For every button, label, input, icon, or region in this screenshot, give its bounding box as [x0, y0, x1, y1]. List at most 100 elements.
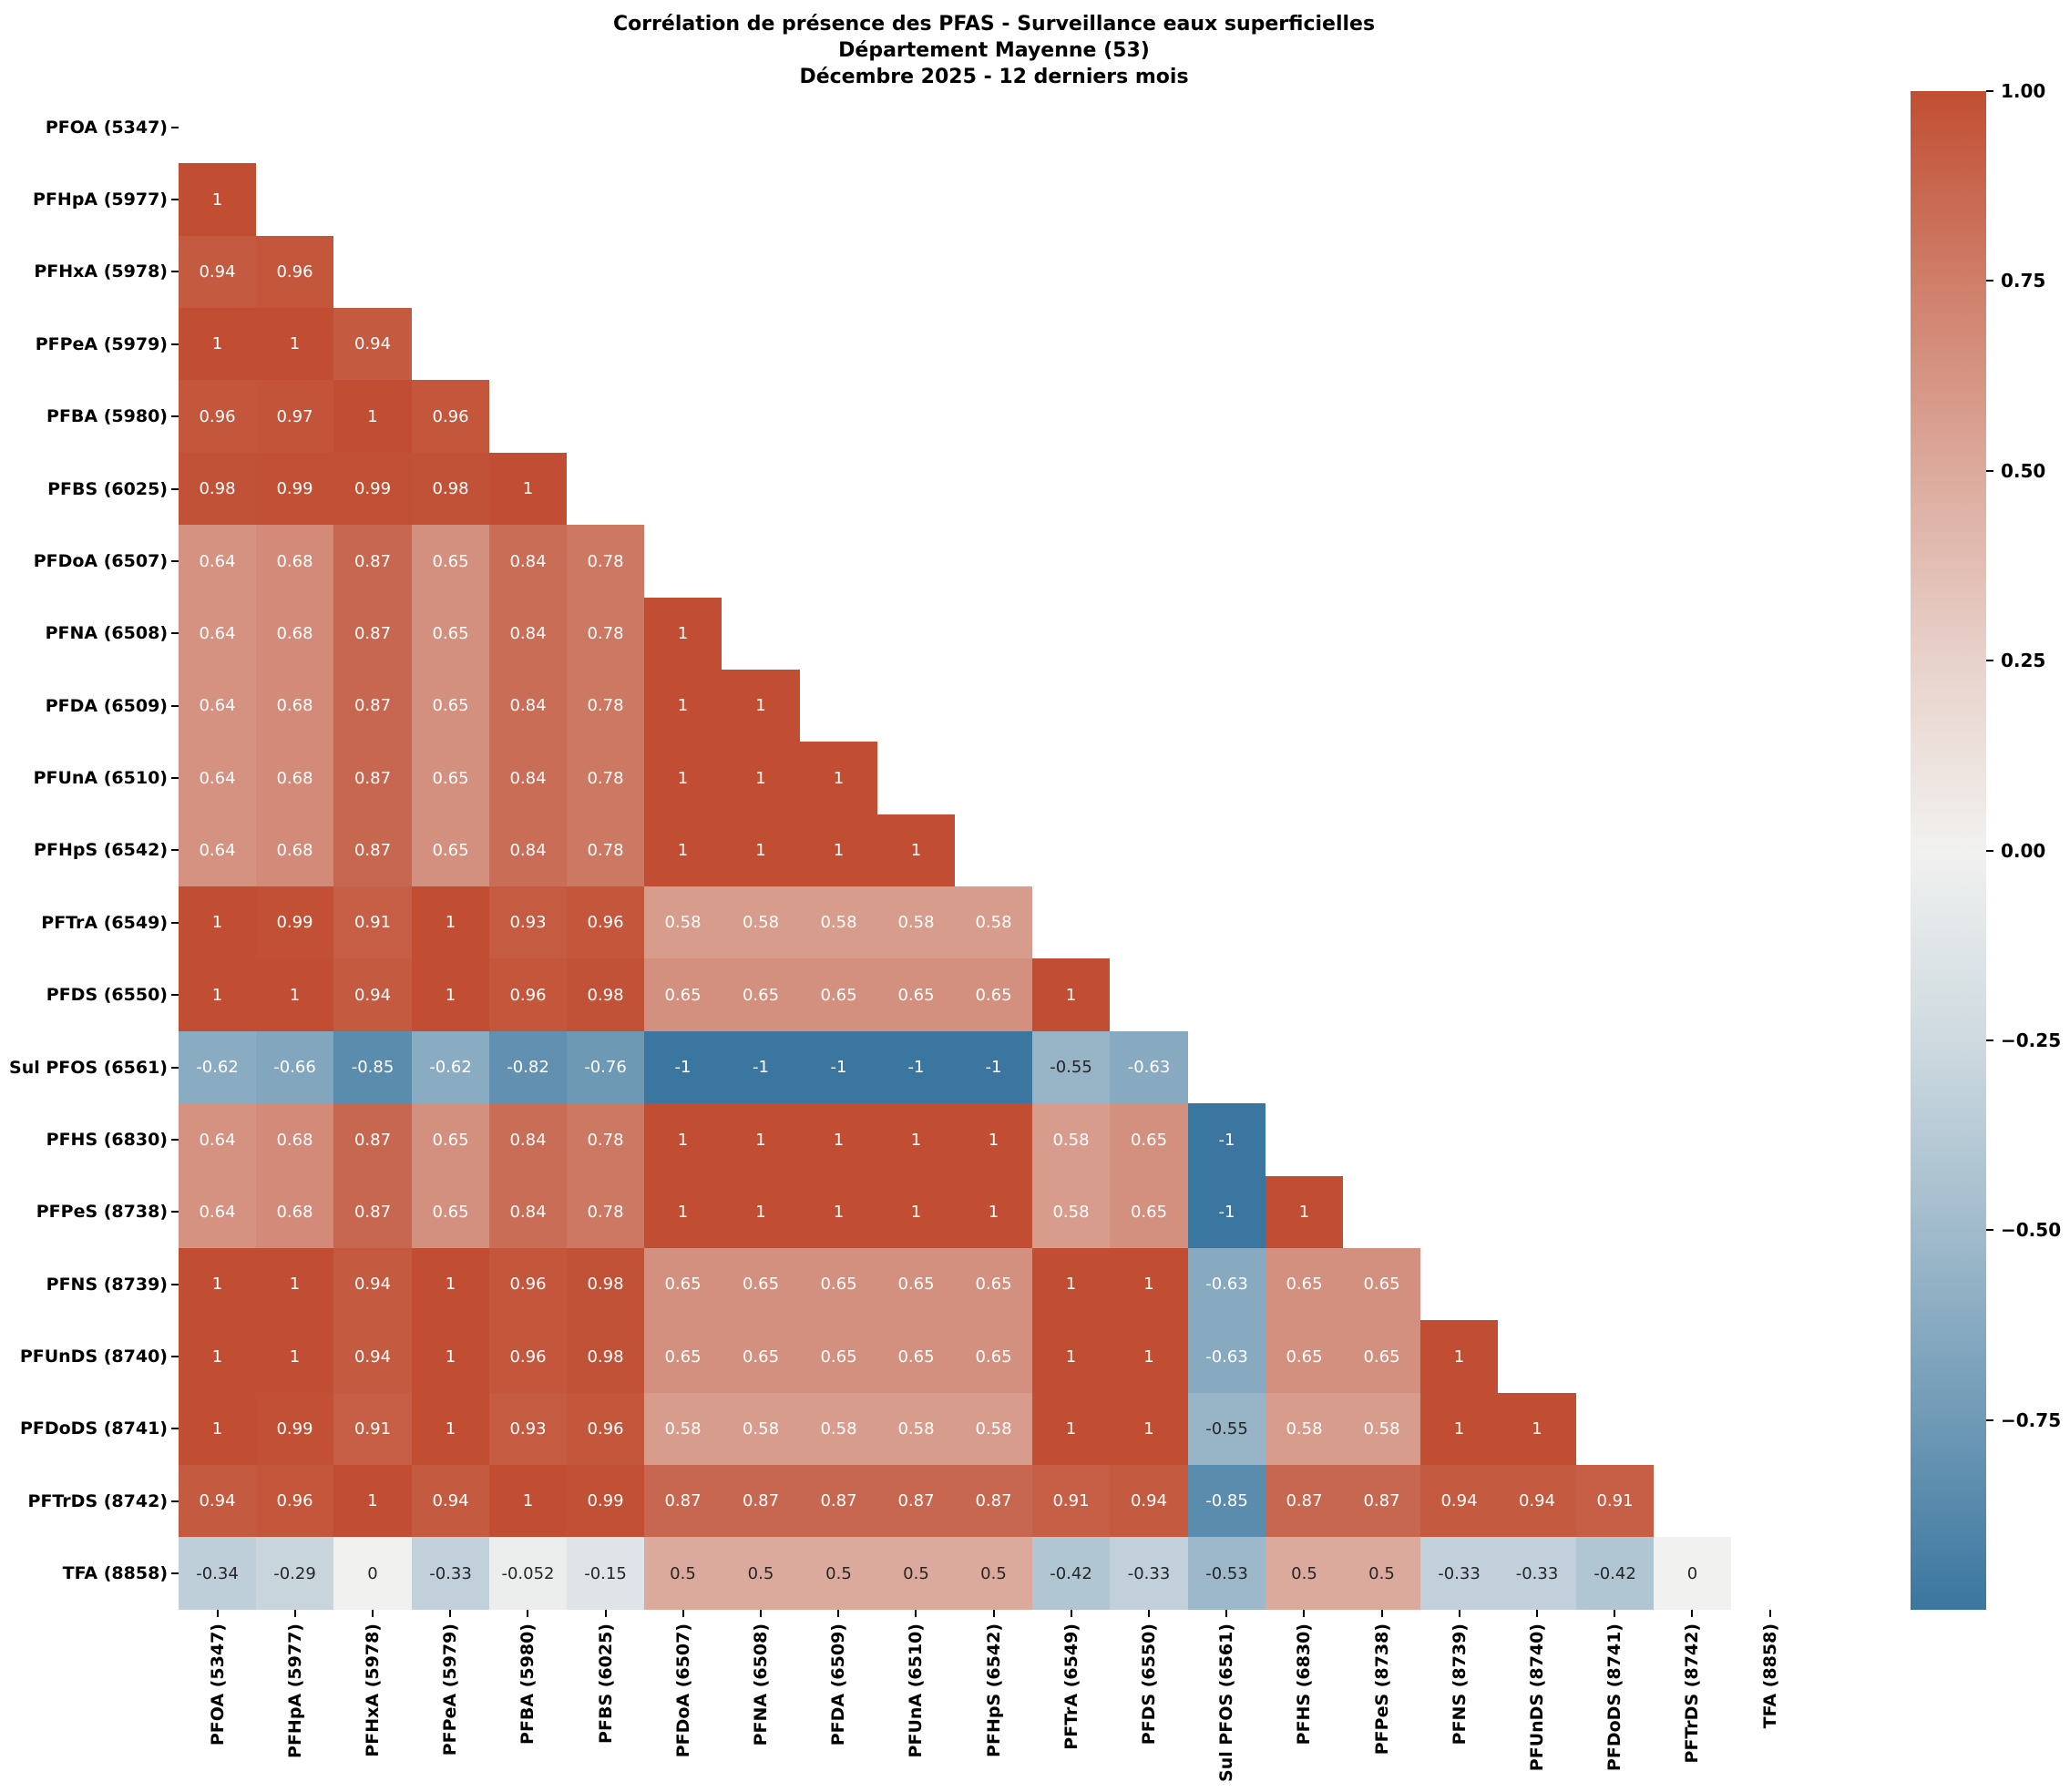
x-axis-tick: [449, 1610, 451, 1617]
heatmap-cell: -0.63: [1110, 1031, 1188, 1103]
heatmap-cell: 0.58: [955, 886, 1032, 958]
heatmap-cell: 0.65: [877, 1320, 955, 1393]
heatmap-cell: 0.65: [1266, 1248, 1343, 1320]
heatmap-cell: 1: [722, 670, 800, 742]
heatmap-cell: 0.65: [412, 1176, 489, 1248]
heatmap-cell: 0.87: [333, 525, 412, 598]
heatmap-cell: 1: [1032, 1248, 1110, 1320]
heatmap-cell: 0.65: [722, 1320, 800, 1393]
heatmap-cell: 0.94: [1110, 1465, 1188, 1537]
colorbar-tick-label: −0.50: [2001, 1219, 2062, 1241]
y-axis-label: PFUnA (6510): [33, 768, 168, 788]
chart-title-line1: Corrélation de présence des PFAS - Surve…: [612, 13, 1376, 36]
y-axis-tick: [171, 1211, 179, 1213]
x-axis-label: PFDoA (6507): [673, 1623, 693, 1758]
heatmap-cell: 1: [877, 1176, 955, 1248]
heatmap-cell: -1: [800, 1031, 877, 1103]
heatmap-cell: 1: [877, 814, 955, 886]
heatmap-cell: 0.84: [489, 1103, 567, 1176]
colorbar-tick-label: 1.00: [2001, 80, 2046, 102]
heatmap-cell: 0.65: [412, 1103, 489, 1176]
heatmap-cell: -0.33: [1498, 1537, 1576, 1610]
y-axis-tick: [171, 1139, 179, 1141]
heatmap-cell: 1: [333, 1465, 412, 1537]
heatmap-cell: 0.94: [1498, 1465, 1576, 1537]
heatmap-cell: 0.65: [800, 1320, 877, 1393]
colorbar-tick: [1986, 1419, 1993, 1421]
y-axis-tick: [171, 1572, 179, 1574]
x-axis-tick: [294, 1610, 296, 1617]
heatmap-cell: 0.68: [256, 598, 333, 670]
x-axis-tick: [837, 1610, 839, 1617]
y-axis-label: PFPeA (5979): [35, 334, 168, 354]
heatmap-cell: 0.98: [412, 453, 489, 525]
x-axis-tick: [682, 1610, 684, 1617]
heatmap-cell: 0.58: [644, 1393, 722, 1465]
x-axis-tick: [1459, 1610, 1460, 1617]
heatmap-cell: -0.62: [179, 1031, 256, 1103]
heatmap-cell: 1: [179, 1320, 256, 1393]
y-axis-tick: [171, 632, 179, 634]
heatmap-cell: 0.65: [955, 1320, 1032, 1393]
heatmap-cell: 1: [1032, 1393, 1110, 1465]
heatmap-cell: 0.99: [333, 453, 412, 525]
heatmap-cell: 0.94: [1420, 1465, 1498, 1537]
heatmap-cell: 0.94: [412, 1465, 489, 1537]
x-axis-label: PFHS (6830): [1294, 1623, 1314, 1746]
heatmap-cell: 1: [1110, 1393, 1188, 1465]
x-axis-label: TFA (8858): [1760, 1623, 1780, 1729]
heatmap-cell: 0.68: [256, 1103, 333, 1176]
x-axis-label: PFUnDS (8740): [1527, 1623, 1547, 1772]
heatmap-cell: 0.5: [1266, 1537, 1343, 1610]
heatmap-cell: -0.33: [1110, 1537, 1188, 1610]
heatmap-cell: 1: [179, 958, 256, 1031]
heatmap-cell: 1: [1420, 1393, 1498, 1465]
x-axis-label: PFBS (6025): [596, 1623, 616, 1744]
heatmap-cell: 0.96: [256, 236, 333, 308]
heatmap-cell: 1: [256, 1248, 333, 1320]
x-axis-tick: [1536, 1610, 1538, 1617]
heatmap-cell: 1: [1032, 1320, 1110, 1393]
heatmap-cell: 0.94: [333, 958, 412, 1031]
colorbar-tick: [1986, 660, 1993, 661]
heatmap-cell: -1: [722, 1031, 800, 1103]
x-axis-label: Sul PFOS (6561): [1216, 1623, 1236, 1782]
heatmap-cell: 0.99: [256, 453, 333, 525]
heatmap-cell: 0.97: [256, 380, 333, 453]
heatmap-cell: 0.65: [1110, 1176, 1188, 1248]
heatmap-cell: 0.68: [256, 742, 333, 814]
heatmap-cell: 1: [256, 958, 333, 1031]
heatmap-cell: 0.58: [955, 1393, 1032, 1465]
colorbar-tick-label: −0.75: [2001, 1409, 2062, 1431]
heatmap-cell: 0.58: [877, 886, 955, 958]
heatmap-cell: -1: [1188, 1176, 1266, 1248]
heatmap-cell: 0.78: [567, 670, 644, 742]
heatmap-cell: 0.84: [489, 525, 567, 598]
x-axis-label: PFNA (6508): [751, 1623, 771, 1746]
heatmap-cell: 1: [722, 1103, 800, 1176]
heatmap-cell: 1: [333, 380, 412, 453]
heatmap-cell: 0.65: [722, 958, 800, 1031]
heatmap-cell: 0.91: [333, 1393, 412, 1465]
x-axis-tick: [1225, 1610, 1227, 1617]
y-axis-label: PFUnDS (8740): [19, 1347, 168, 1367]
colorbar-tick-label: −0.25: [2001, 1029, 2062, 1051]
heatmap-cell: 0.87: [333, 598, 412, 670]
heatmap-cell: -0.85: [1188, 1465, 1266, 1537]
y-axis-label: PFHxA (5978): [34, 261, 168, 282]
y-axis-tick: [171, 1067, 179, 1069]
y-axis-label: PFTrA (6549): [41, 913, 168, 933]
heatmap-cell: 1: [412, 1393, 489, 1465]
heatmap-cell: 0.65: [800, 958, 877, 1031]
y-axis-tick: [171, 415, 179, 417]
heatmap-cell: 0.64: [179, 814, 256, 886]
heatmap-cell: 0.65: [412, 814, 489, 886]
heatmap-cell: 0.93: [489, 886, 567, 958]
y-axis-label: PFPeS (8738): [36, 1202, 168, 1222]
heatmap-cell: 1: [179, 1248, 256, 1320]
x-axis-label: PFDA (6509): [828, 1623, 848, 1746]
heatmap-cell: 0.65: [955, 958, 1032, 1031]
heatmap-cell: 1: [644, 1176, 722, 1248]
heatmap-cell: 0.65: [877, 958, 955, 1031]
heatmap-cell: 0.84: [489, 1176, 567, 1248]
